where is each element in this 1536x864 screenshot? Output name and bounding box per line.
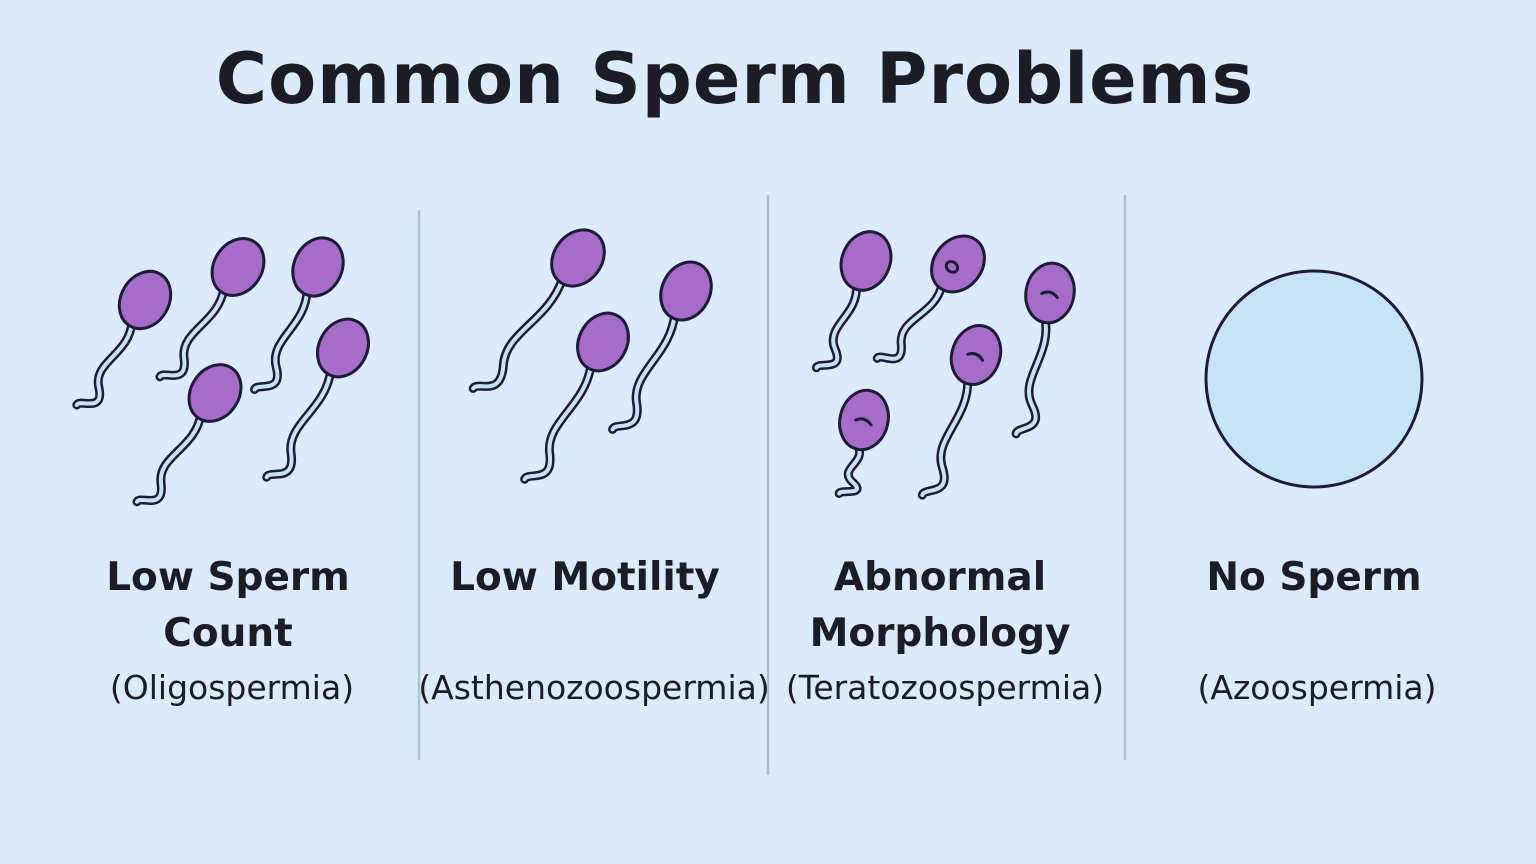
sperm-head [930, 234, 986, 294]
sperm-head [316, 317, 370, 379]
label-line: Abnormal [833, 555, 1047, 600]
panel-label-low-sperm-count: Low Sperm Count [48, 550, 408, 662]
defect-mark [966, 352, 985, 362]
sperm-cell [132, 363, 243, 507]
sperm-cell [468, 228, 606, 393]
vacuole-mark [944, 260, 960, 274]
sperm-cell [72, 269, 173, 410]
tail [610, 312, 677, 432]
tail-outline [811, 280, 861, 373]
tail [837, 443, 862, 496]
sperm-head [291, 236, 345, 298]
tail [1014, 316, 1048, 436]
sperm-cell [155, 237, 266, 382]
tail [814, 283, 859, 370]
tail [157, 286, 226, 379]
defect-mark [1040, 290, 1059, 299]
sperm-cell [834, 388, 890, 499]
misshapen-sperm-illustration [811, 230, 1076, 500]
sperm-cell [262, 317, 370, 482]
sperm-cell [250, 236, 345, 394]
tail [920, 377, 970, 498]
panel-subtitle: (Teratozoospermia) [785, 668, 1105, 707]
label-line: No Sperm [1206, 555, 1422, 600]
sperm-cell [811, 230, 893, 373]
tail [522, 363, 593, 482]
sperm-head [187, 363, 243, 423]
panel-label-no-sperm: No Sperm [1134, 550, 1494, 606]
panel-label-low-motility: Low Motility [405, 550, 765, 606]
tail [471, 276, 565, 391]
panel-label-abnormal-morphology: Abnormal Morphology [760, 550, 1120, 662]
sperm-head [576, 311, 630, 373]
sperm-head [659, 260, 713, 322]
sluggish-sperm-illustration [468, 228, 713, 484]
panel-subtitle: (Oligospermia) [109, 668, 355, 707]
tail-outline [250, 286, 312, 394]
empty-circle-illustration [1204, 269, 1424, 489]
sparse-sperm-illustration [72, 236, 370, 507]
sperm-cell [520, 311, 630, 484]
sperm-cell [917, 324, 1003, 500]
sperm-head [117, 269, 173, 331]
sperm-cell [608, 260, 713, 434]
panel-subtitle: (Azoospermia) [1197, 668, 1437, 707]
label-line: Low Motility [450, 555, 720, 600]
tail-outline [917, 375, 973, 500]
tail [252, 288, 310, 392]
page-title: Common Sperm Problems [215, 38, 1255, 120]
sperm-head [550, 228, 606, 288]
tail [875, 282, 945, 361]
panel-subtitle: (Asthenozoospermia) [418, 668, 770, 707]
label-line: Low Sperm [106, 555, 350, 600]
tail [134, 412, 203, 504]
tail [264, 368, 333, 480]
tail [74, 320, 134, 407]
sperm-cell [872, 234, 986, 364]
defect-mark [854, 417, 873, 427]
sperm-head [210, 237, 266, 297]
sperm-head [839, 230, 893, 292]
label-line: Count [163, 611, 293, 656]
label-line: Morphology [809, 611, 1071, 656]
sperm-cell [1011, 261, 1076, 439]
